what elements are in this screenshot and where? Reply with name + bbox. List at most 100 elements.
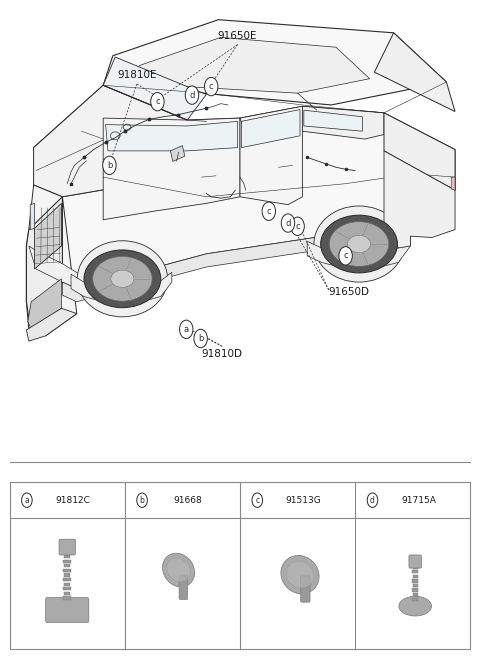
Polygon shape	[62, 218, 413, 302]
Polygon shape	[71, 272, 172, 307]
Text: 91668: 91668	[174, 496, 203, 504]
Circle shape	[367, 493, 378, 508]
FancyBboxPatch shape	[63, 587, 71, 590]
Polygon shape	[302, 106, 384, 139]
Polygon shape	[103, 118, 240, 220]
Polygon shape	[26, 185, 77, 336]
Polygon shape	[34, 85, 187, 187]
FancyBboxPatch shape	[64, 583, 71, 586]
FancyBboxPatch shape	[63, 560, 71, 563]
Text: 91715A: 91715A	[401, 496, 436, 504]
FancyBboxPatch shape	[179, 576, 188, 600]
Circle shape	[22, 493, 32, 508]
Polygon shape	[374, 33, 455, 112]
Polygon shape	[26, 308, 77, 341]
FancyBboxPatch shape	[300, 576, 310, 602]
Polygon shape	[29, 246, 82, 289]
Circle shape	[151, 92, 164, 111]
Text: a: a	[24, 496, 29, 504]
Text: a: a	[184, 325, 189, 334]
Text: 91650D: 91650D	[329, 287, 370, 297]
Text: d: d	[370, 496, 375, 504]
Polygon shape	[103, 57, 206, 120]
Text: 91812C: 91812C	[56, 496, 90, 504]
Ellipse shape	[329, 222, 389, 266]
FancyBboxPatch shape	[412, 593, 418, 596]
Ellipse shape	[84, 250, 161, 308]
Ellipse shape	[314, 206, 404, 282]
Circle shape	[103, 156, 116, 174]
FancyBboxPatch shape	[412, 570, 419, 573]
Text: 91650E: 91650E	[218, 31, 257, 41]
Circle shape	[252, 493, 263, 508]
Polygon shape	[170, 146, 185, 161]
FancyBboxPatch shape	[412, 579, 419, 583]
Polygon shape	[30, 203, 35, 230]
Text: d: d	[285, 218, 291, 228]
FancyBboxPatch shape	[64, 573, 71, 577]
Text: 91513G: 91513G	[286, 496, 321, 504]
Polygon shape	[35, 203, 61, 269]
Polygon shape	[384, 113, 455, 190]
Circle shape	[194, 329, 207, 348]
Polygon shape	[26, 197, 62, 318]
Ellipse shape	[167, 558, 191, 582]
FancyBboxPatch shape	[63, 596, 71, 600]
Circle shape	[339, 247, 352, 265]
Text: c: c	[209, 82, 214, 91]
FancyBboxPatch shape	[64, 592, 71, 595]
FancyBboxPatch shape	[412, 598, 419, 601]
Text: c: c	[266, 207, 271, 216]
FancyBboxPatch shape	[412, 584, 418, 587]
FancyBboxPatch shape	[412, 588, 419, 592]
Polygon shape	[103, 20, 446, 105]
FancyBboxPatch shape	[409, 555, 421, 568]
Ellipse shape	[111, 270, 134, 287]
Circle shape	[291, 217, 304, 236]
FancyBboxPatch shape	[59, 539, 75, 555]
Text: c: c	[255, 496, 259, 504]
Circle shape	[262, 202, 276, 220]
Circle shape	[204, 77, 218, 96]
Polygon shape	[451, 177, 455, 190]
Ellipse shape	[163, 553, 194, 587]
Text: c: c	[295, 222, 300, 231]
FancyBboxPatch shape	[46, 598, 89, 623]
FancyBboxPatch shape	[412, 575, 418, 578]
Polygon shape	[240, 106, 302, 205]
Polygon shape	[307, 236, 410, 272]
Polygon shape	[62, 106, 455, 289]
Circle shape	[137, 493, 147, 508]
Polygon shape	[384, 151, 455, 248]
Circle shape	[281, 214, 295, 232]
Ellipse shape	[348, 236, 371, 253]
Ellipse shape	[281, 556, 319, 594]
Text: c: c	[343, 251, 348, 260]
Text: 91810E: 91810E	[117, 70, 156, 80]
Text: d: d	[189, 91, 195, 100]
Ellipse shape	[399, 596, 432, 616]
Polygon shape	[106, 121, 238, 151]
Ellipse shape	[93, 256, 152, 301]
Polygon shape	[241, 110, 300, 148]
Circle shape	[185, 86, 199, 104]
Polygon shape	[130, 37, 370, 93]
Text: 91810D: 91810D	[202, 349, 243, 359]
Text: b: b	[198, 334, 204, 343]
Text: b: b	[107, 161, 112, 170]
Text: c: c	[155, 97, 160, 106]
Ellipse shape	[321, 215, 397, 273]
FancyBboxPatch shape	[64, 555, 71, 558]
Circle shape	[180, 320, 193, 338]
FancyBboxPatch shape	[63, 569, 71, 572]
Ellipse shape	[77, 241, 168, 317]
FancyBboxPatch shape	[63, 550, 71, 554]
Polygon shape	[28, 279, 61, 330]
FancyBboxPatch shape	[63, 578, 71, 581]
Polygon shape	[34, 85, 187, 197]
FancyBboxPatch shape	[64, 564, 71, 567]
FancyBboxPatch shape	[412, 565, 418, 569]
Text: b: b	[140, 496, 144, 504]
Polygon shape	[304, 110, 362, 131]
Ellipse shape	[286, 562, 314, 588]
